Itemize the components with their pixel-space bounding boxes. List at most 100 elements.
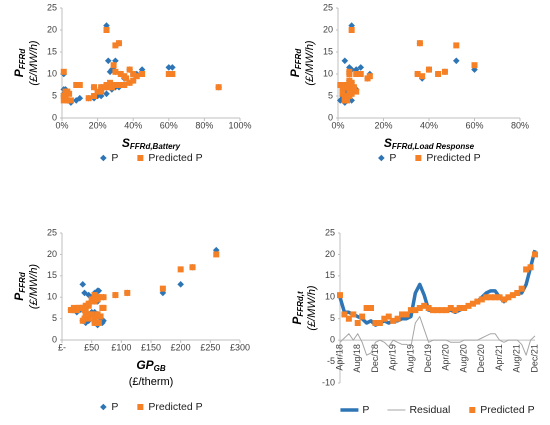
point: [403, 311, 410, 318]
x-axis-label: SFFRd,Load Response: [384, 136, 475, 151]
y-axis-label: PFFRd,t: [290, 291, 305, 325]
x-tick-label: £250: [200, 342, 220, 352]
point: [345, 315, 352, 322]
point: [100, 294, 107, 301]
point: [500, 296, 507, 303]
x-tick-label: £50: [84, 342, 99, 352]
x-tick-label: Aug/18: [352, 344, 362, 373]
point: [75, 304, 82, 311]
point: [381, 315, 388, 322]
x-axis-label-sub: FFRd,Load Response: [392, 142, 475, 151]
y-axis-unit: (£/MW/h): [28, 40, 40, 86]
point: [527, 264, 534, 271]
point: [523, 266, 530, 273]
y-tick-label: 20: [47, 249, 57, 259]
x-tick-label: Dec/18: [370, 344, 380, 373]
point: [372, 320, 379, 326]
point: [115, 82, 122, 88]
point: [104, 57, 112, 65]
point: [112, 68, 119, 75]
point: [60, 97, 67, 104]
point: [469, 300, 476, 307]
point: [492, 294, 499, 301]
x-tick-label: Dec/20: [476, 344, 486, 373]
point: [339, 88, 346, 95]
point: [461, 305, 468, 311]
point: [177, 266, 184, 273]
legend: P Predicted P: [378, 152, 481, 164]
x-tick-label: Apr/20: [441, 344, 451, 371]
point: [133, 73, 140, 80]
point: [366, 73, 373, 80]
legend-label: Predicted P: [426, 152, 480, 164]
x-tick-label: 80%: [195, 120, 213, 130]
point: [385, 313, 392, 320]
point: [399, 311, 406, 318]
point: [76, 82, 83, 88]
point: [407, 307, 414, 314]
series-line: [338, 249, 537, 327]
x-tick-label: Aug/19: [405, 344, 415, 373]
point: [100, 403, 107, 411]
point: [353, 88, 360, 95]
point: [337, 292, 343, 299]
y-tick-label: 5: [330, 313, 335, 323]
point: [346, 77, 353, 84]
point: [130, 77, 137, 84]
point: [341, 311, 348, 318]
point: [348, 27, 355, 33]
point: [103, 27, 110, 33]
point: [425, 305, 432, 311]
point: [215, 84, 222, 91]
point: [518, 285, 525, 292]
point: [103, 82, 110, 88]
point: [64, 97, 71, 104]
point: [159, 285, 166, 292]
x-tick-label: Aug/20: [458, 344, 468, 373]
legend: P Predicted P: [100, 401, 203, 413]
point: [357, 71, 364, 77]
x-axis-label: GPGB: [136, 358, 166, 373]
y-tick-label: 0: [52, 112, 57, 122]
point: [91, 319, 98, 326]
point: [415, 155, 422, 161]
point: [126, 79, 133, 86]
point: [67, 97, 74, 104]
point: [452, 307, 459, 314]
x-tick-label: 100%: [228, 120, 251, 130]
point: [438, 307, 445, 314]
y-axis-label-main: P: [12, 292, 26, 301]
y-tick-label: 20: [325, 249, 335, 259]
point: [353, 71, 360, 77]
point: [447, 305, 454, 311]
point: [350, 84, 357, 91]
point: [478, 296, 485, 303]
point: [91, 84, 98, 91]
y-tick-label: 25: [323, 2, 333, 12]
y-tick-label: 10: [325, 292, 335, 302]
y-axis-label-main: P: [12, 68, 26, 77]
y-tick-label: 15: [325, 270, 335, 280]
y-tick-label: 10: [323, 68, 333, 78]
point: [487, 294, 494, 301]
y-tick-label: 5: [328, 90, 333, 100]
point: [453, 57, 460, 65]
point: [474, 298, 481, 305]
point: [79, 281, 87, 288]
x-axis-label: SFFRd,Battery: [122, 136, 181, 151]
y-tick-label: 20: [323, 24, 333, 34]
point: [465, 302, 472, 309]
point: [189, 264, 196, 271]
point: [81, 315, 88, 322]
point: [483, 294, 490, 301]
point: [354, 320, 361, 326]
y-tick-label: 10: [47, 68, 57, 78]
y-axis-label: PFFRd: [288, 48, 303, 78]
y-tick-label: 20: [47, 24, 57, 34]
point: [169, 71, 176, 77]
point: [419, 73, 426, 80]
y-tick-label: 0: [328, 112, 333, 122]
point: [532, 251, 538, 258]
point: [66, 90, 73, 97]
